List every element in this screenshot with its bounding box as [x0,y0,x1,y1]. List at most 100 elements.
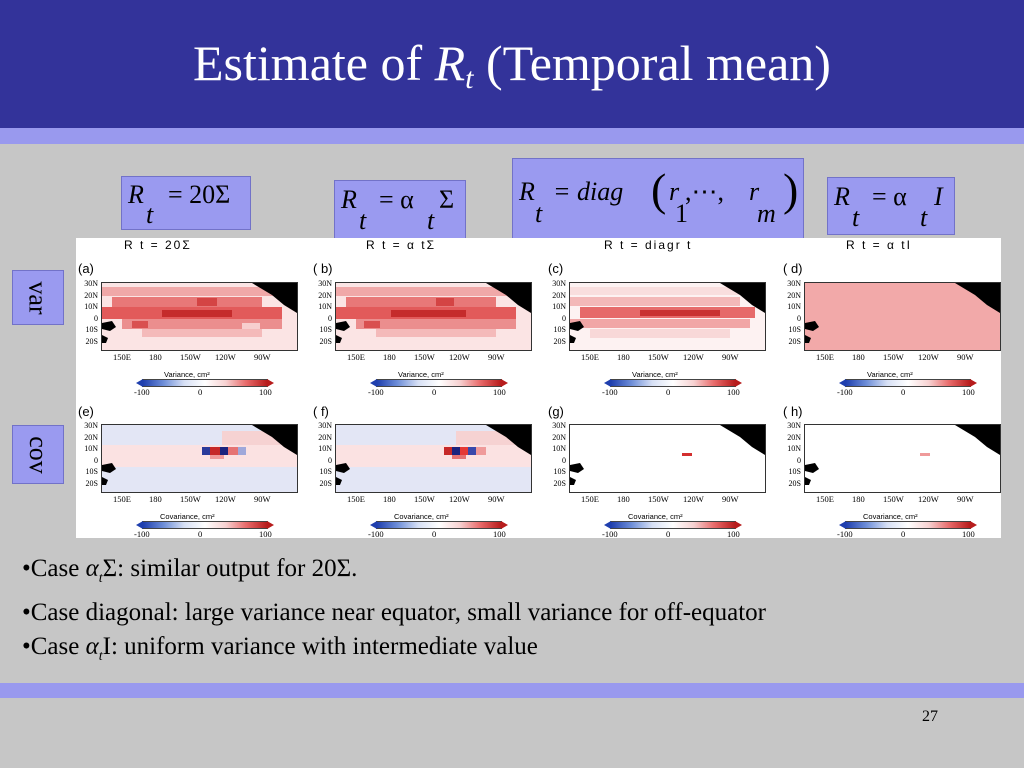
lat-tick-label: 10S [85,325,98,334]
cov-axis-label-g: Covariance, cm² [628,512,683,521]
lon-tick-label: 150E [581,494,599,504]
colorbar-tick-label: 0 [432,529,437,539]
colorbar [370,521,508,529]
lat-tick-label: 30N [84,421,98,430]
colorbar-tick-label: 0 [901,387,906,397]
lat-tick-label: 20N [552,290,566,300]
colorbar-tick-label: 100 [727,529,740,539]
lat-tick-label: 10N [787,444,801,453]
colorbar-tick-label: 0 [901,529,906,539]
formula-box-2: R t = α t Σ [334,180,466,239]
lat-tick-label: 20S [553,336,566,346]
footer-stripe [0,683,1024,698]
colorbar-tick-label: 0 [432,387,437,397]
lat-tick-label: 0 [562,313,566,323]
lat-tick-label: 20S [319,478,332,488]
lat-tick-label: 10N [552,302,566,311]
lat-tick-label: 30N [787,421,801,430]
slide-title: Estimate of Rt (Temporal mean) [193,35,831,95]
lat-tick-label: 10S [85,467,98,476]
bullet-2: •Case diagonal: large variance near equa… [22,599,766,626]
lat-tick-label: 10S [319,325,332,334]
colorbar-tick-label: 100 [727,387,740,397]
lat-tick-label: 10S [788,325,801,334]
lat-tick-label: 30N [552,421,566,430]
lon-tick-label: 120W [449,352,470,362]
lon-tick-label: 180 [149,494,162,504]
lon-tick-label: 180 [617,352,630,362]
lat-tick-label: 20N [787,290,801,300]
cov-axis-label-h: Covariance, cm² [863,512,918,521]
lon-tick-label: 150E [816,494,834,504]
lon-tick-label: 120W [215,352,236,362]
bullet-3: •Case αtI: uniform variance with interme… [22,633,538,664]
panel-label-d: ( d) [783,261,803,276]
lon-tick-label: 120W [215,494,236,504]
formula-box-4: R t = α t I [827,177,955,235]
lat-tick-label: 0 [94,313,98,323]
colorbar-tick-label: 100 [962,529,975,539]
lat-tick-label: 0 [328,313,332,323]
lat-tick-label: 30N [552,279,566,288]
lon-tick-label: 150W [883,352,904,362]
colorbar [839,379,977,387]
panel-label-b: ( b) [313,261,333,276]
row-label-var: var [12,270,64,325]
cov-axis-label-e: Covariance, cm² [160,512,215,521]
cov-axis-label-f: Covariance, cm² [394,512,449,521]
lon-tick-label: 90W [957,494,974,504]
lat-tick-label: 20N [787,432,801,442]
colorbar-tick-label: 0 [198,529,203,539]
lat-tick-label: 30N [318,421,332,430]
var-axis-label-a: Variance, cm² [164,370,210,379]
colorbar [604,521,742,529]
lat-tick-label: 0 [797,313,801,323]
lon-tick-label: 90W [957,352,974,362]
lat-tick-label: 10S [553,467,566,476]
lon-tick-label: 150W [414,494,435,504]
lat-tick-label: 20N [84,432,98,442]
panel-label-a: (a) [78,261,94,276]
lat-tick-label: 0 [562,455,566,465]
lat-tick-label: 30N [787,279,801,288]
var-axis-label-d: Variance, cm² [867,370,913,379]
var-axis-label-b: Variance, cm² [398,370,444,379]
lat-tick-label: 10S [788,467,801,476]
colorbar-tick-label: -100 [368,529,384,539]
panel-label-e: (e) [78,404,94,419]
title-subscript: t [465,62,474,95]
title-variable: R [434,35,466,91]
lon-tick-label: 90W [722,352,739,362]
colorbar-tick-label: -100 [134,387,150,397]
var-axis-label-c: Variance, cm² [632,370,678,379]
colorbar-tick-label: 100 [259,529,272,539]
lat-tick-label: 20S [319,336,332,346]
colorbar-tick-label: 100 [493,387,506,397]
lat-tick-label: 20N [84,290,98,300]
panel-label-f: ( f) [313,404,329,419]
page-number: 27 [922,708,938,725]
colorbar [370,379,508,387]
map-panel-d [804,282,1001,351]
colorbar-tick-label: -100 [837,529,853,539]
colorbar-tick-label: -100 [368,387,384,397]
lon-tick-label: 120W [449,494,470,504]
map-panel-b [335,282,532,351]
lat-tick-label: 20N [318,290,332,300]
lon-tick-label: 150E [347,494,365,504]
lon-tick-label: 150W [414,352,435,362]
lon-tick-label: 120W [918,352,939,362]
colorbar-tick-label: 100 [962,387,975,397]
column-title-4: R t = α tI [846,238,912,252]
colorbar-tick-label: -100 [837,387,853,397]
lon-tick-label: 120W [683,352,704,362]
lon-tick-label: 120W [918,494,939,504]
panel-label-h: ( h) [783,404,803,419]
lon-tick-label: 90W [488,494,505,504]
lat-tick-label: 10S [553,325,566,334]
lon-tick-label: 90W [722,494,739,504]
column-title-3: R t = diagr t [604,238,693,252]
formula-box-3: R t = diag ( r 1 ,⋯, r m ) [512,158,804,239]
lat-tick-label: 0 [94,455,98,465]
lon-tick-label: 150W [648,352,669,362]
